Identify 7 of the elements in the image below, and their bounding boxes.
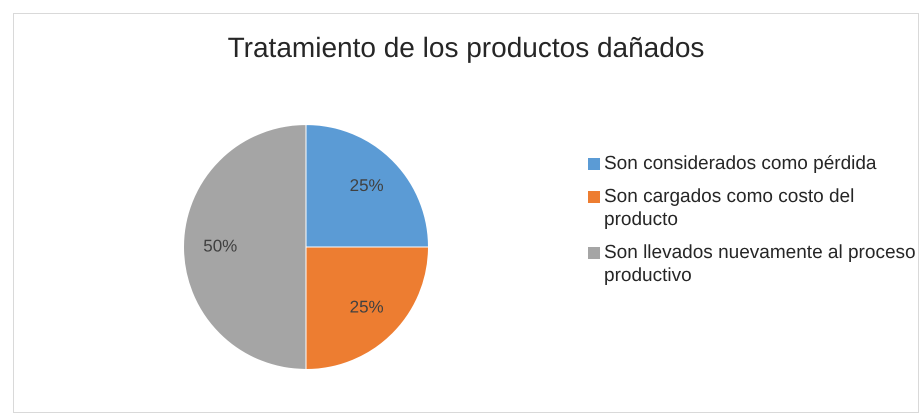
legend-label: Son considerados como pérdida <box>604 152 877 175</box>
legend-label: Son cargados como costo del producto <box>604 185 856 231</box>
data-label: 50% <box>203 236 238 256</box>
data-label: 25% <box>350 297 384 316</box>
chart-title: Tratamiento de los productos dañados <box>226 32 706 64</box>
data-label: 25% <box>350 176 384 196</box>
legend-label: Son llevados nuevamente al proceso productivo <box>604 241 917 287</box>
